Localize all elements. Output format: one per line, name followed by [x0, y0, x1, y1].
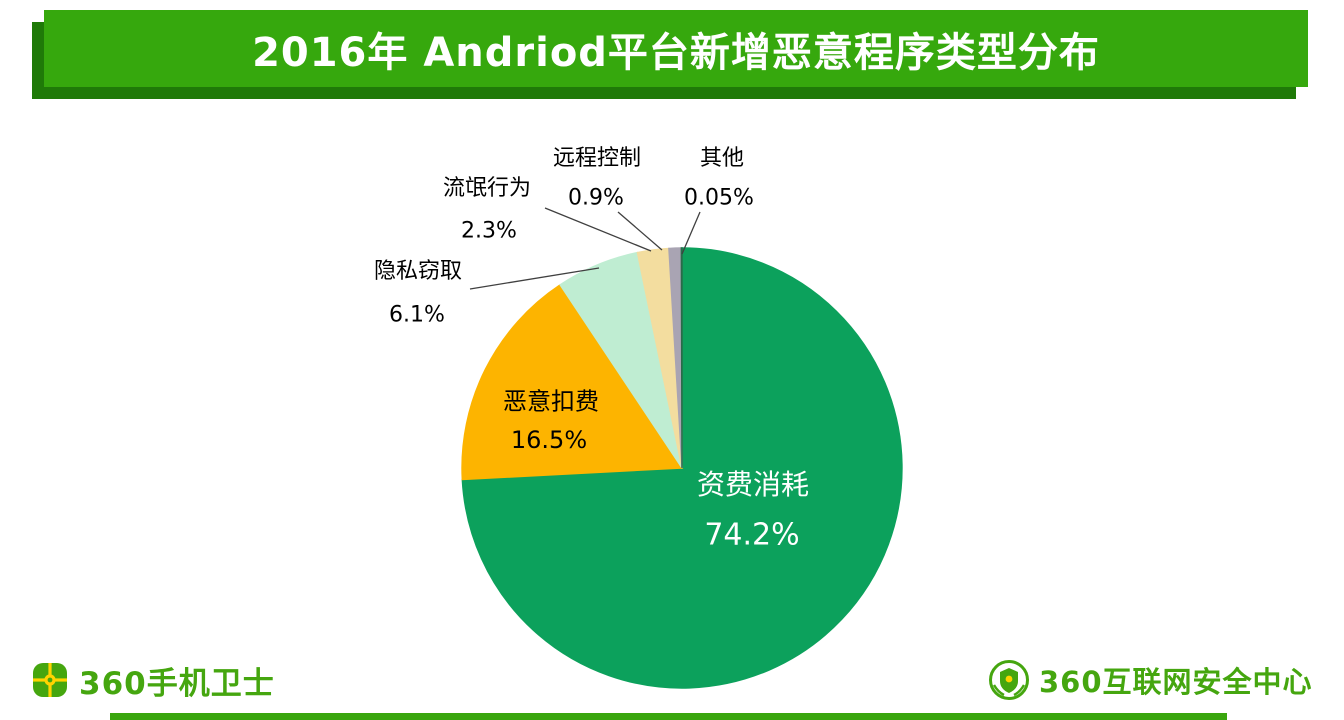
value-rogue-behavior: 2.3% — [461, 218, 517, 244]
value-privacy-theft: 6.1% — [389, 302, 445, 328]
value-tariff-consumption: 74.2% — [704, 517, 800, 553]
value-malicious-charge: 16.5% — [510, 426, 588, 454]
leader-lines — [469, 207, 701, 290]
footer-left-brand: 360手机卫士 — [30, 658, 275, 702]
security-emblem-icon — [989, 660, 1029, 700]
label-rogue-behavior: 流氓行为 — [442, 176, 532, 201]
leader-line-remote — [617, 211, 663, 251]
label-tariff-consumption: 资费消耗 — [696, 468, 810, 501]
label-malicious-charge: 恶意扣费 — [503, 387, 599, 416]
shield-cross-icon — [33, 663, 67, 697]
footer-left-text: 360手机卫士 — [79, 665, 275, 702]
label-other: 其他 — [699, 146, 745, 171]
page-title: 2016年 Andriod平台新增恶意程序类型分布 — [252, 29, 1100, 76]
leader-line-other — [681, 211, 701, 255]
label-remote-control: 远程控制 — [552, 146, 642, 171]
leader-line-privacy — [469, 267, 600, 290]
pie-slice-5 — [680, 247, 683, 469]
footer-right-text: 360互联网安全中心 — [1039, 665, 1313, 699]
footer-bottom-bar — [110, 713, 1227, 720]
value-remote-control: 0.9% — [568, 185, 624, 211]
leader-line-rogue — [544, 207, 652, 252]
label-privacy-theft: 隐私窃取 — [373, 259, 463, 284]
pie-slices-group — [461, 247, 903, 689]
pie-slice-1 — [461, 283, 684, 481]
footer-right-brand: 360互联网安全中心 — [988, 656, 1313, 704]
title-banner: 2016年 Andriod平台新增恶意程序类型分布 — [44, 10, 1308, 87]
value-other: 0.05% — [684, 185, 754, 211]
